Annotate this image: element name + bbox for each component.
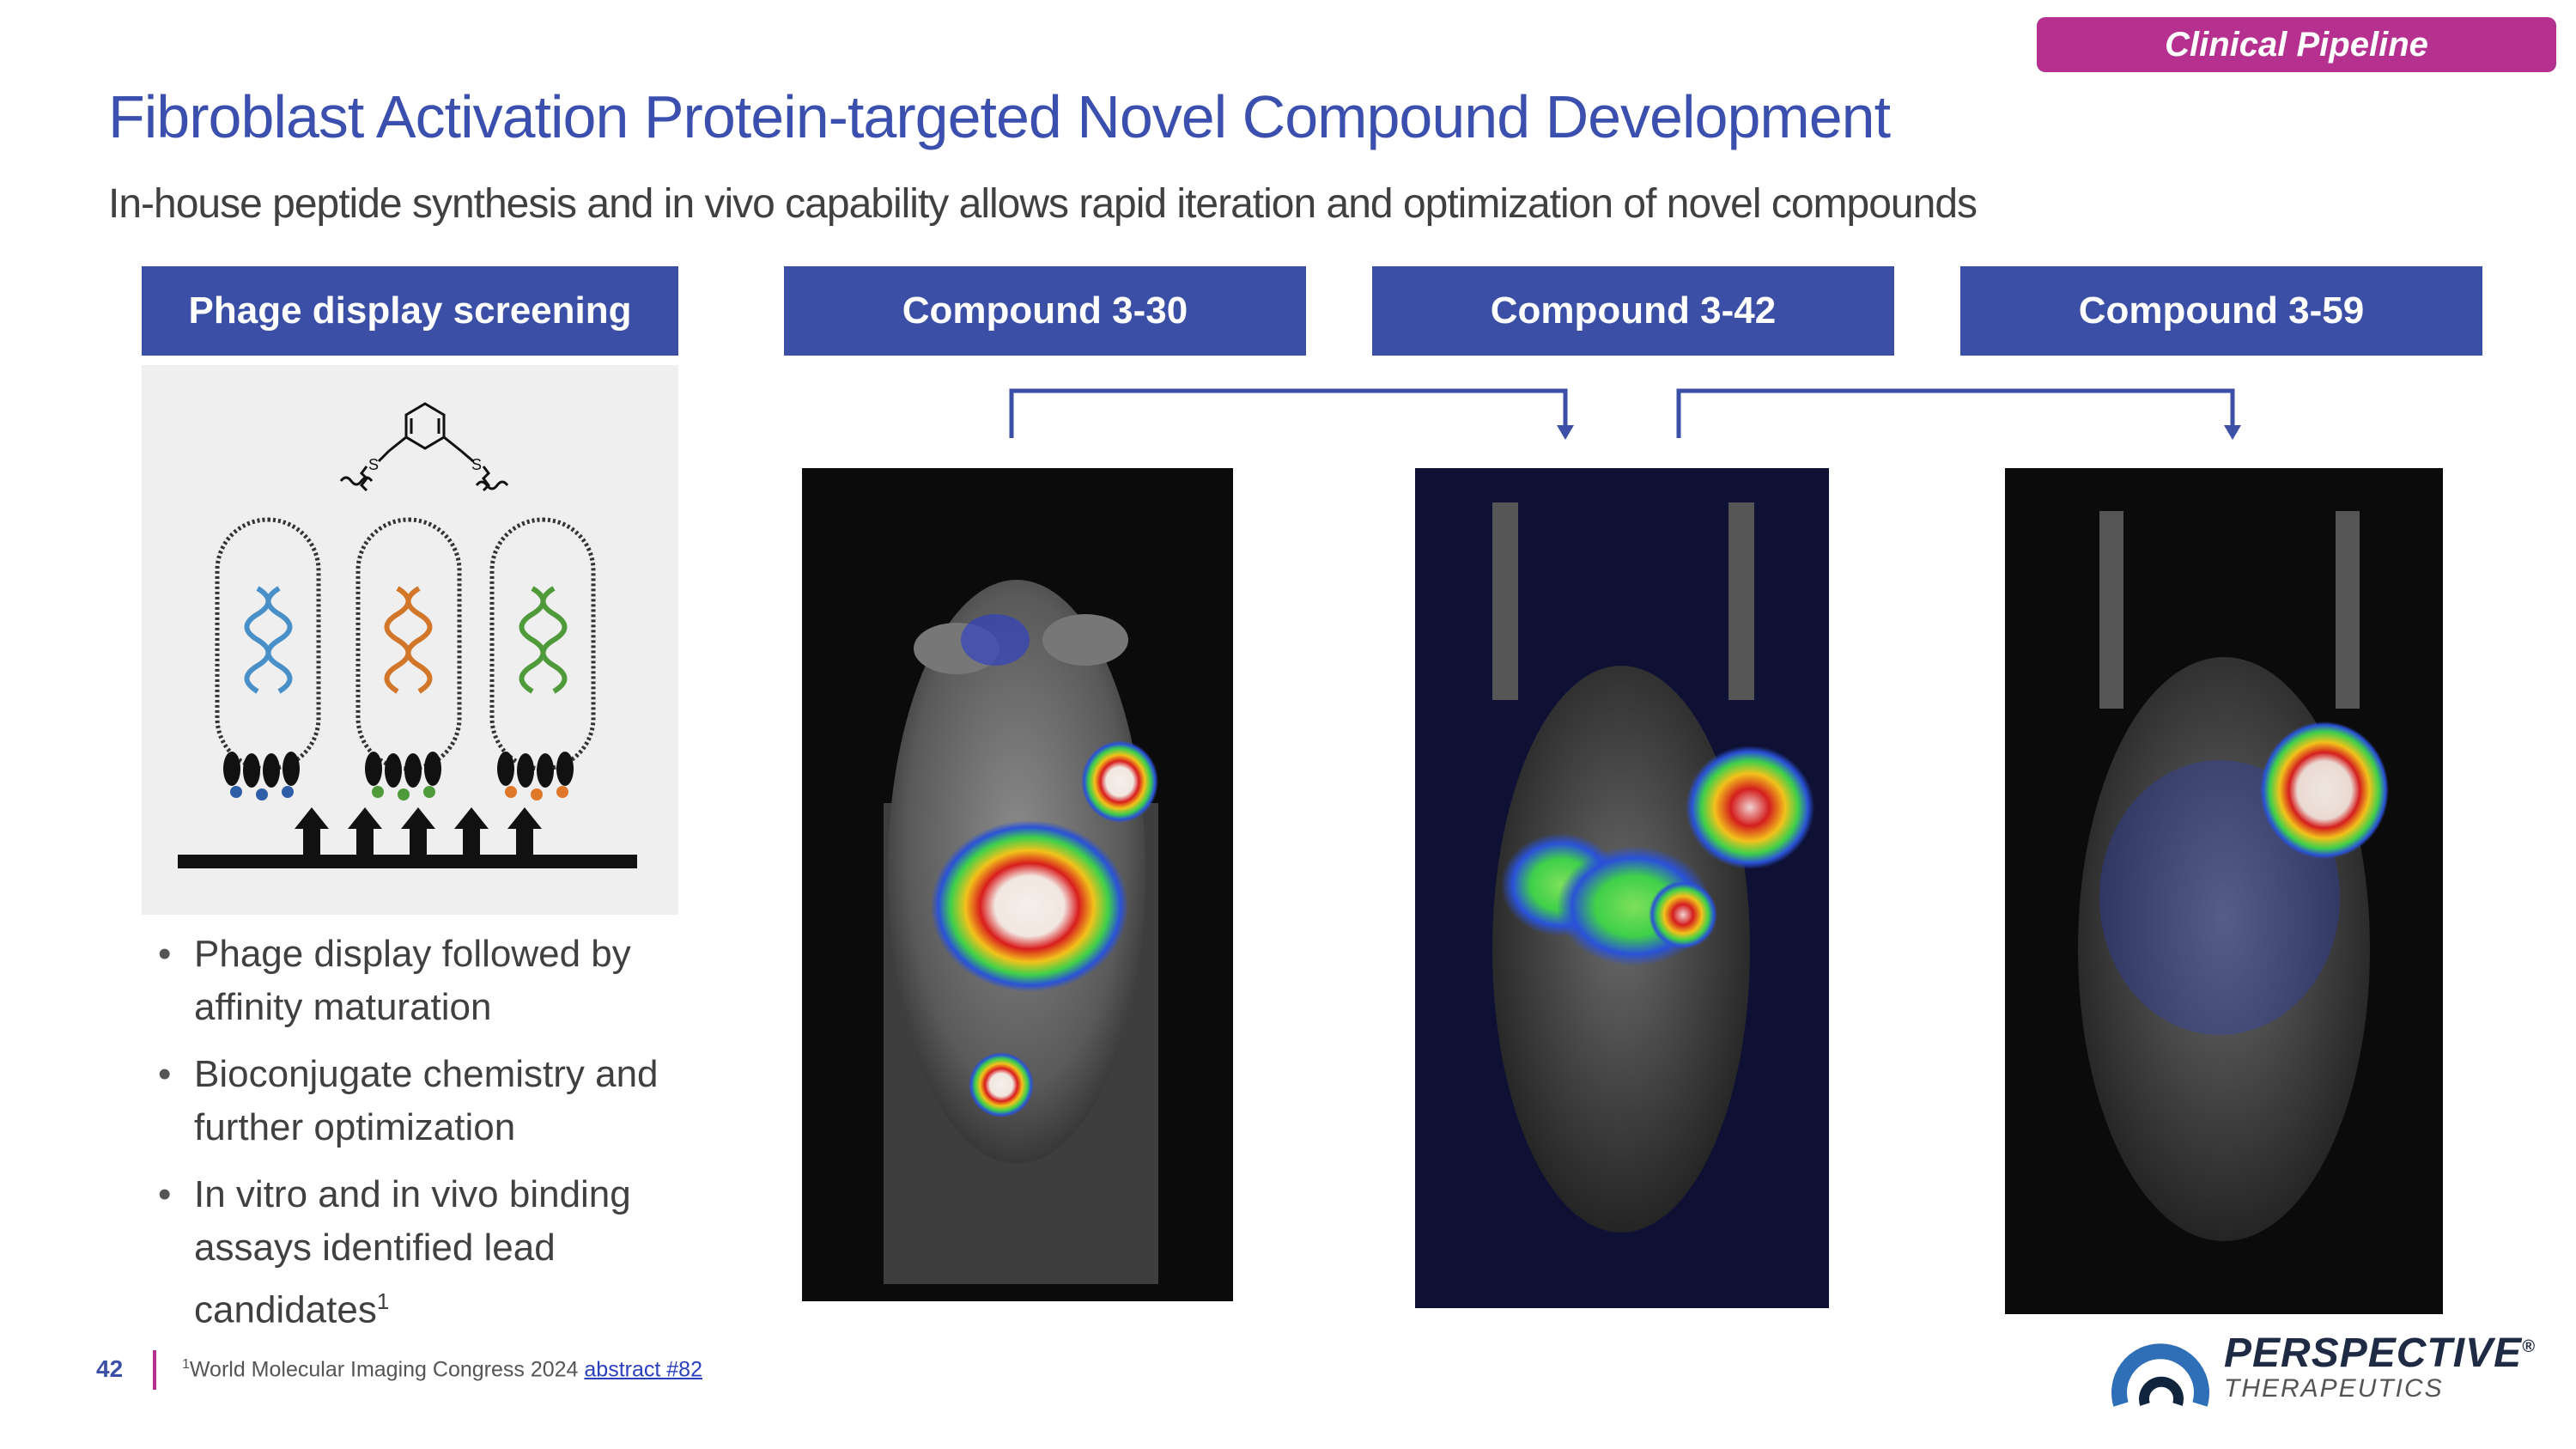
scan-image-compound-3-59 <box>2005 468 2443 1314</box>
bullet-item: Phage display followed by affinity matur… <box>153 928 702 1034</box>
bullet-item: Bioconjugate chemistry and further optim… <box>153 1048 702 1154</box>
header-compound-3-42: Compound 3-42 <box>1372 266 1894 356</box>
header-compound-3-30: Compound 3-30 <box>784 266 1306 356</box>
page-title: Fibroblast Activation Protein-targeted N… <box>108 83 1891 150</box>
company-logo-name: PERSPECTIVE® <box>2224 1330 2536 1376</box>
svg-text:S: S <box>368 456 379 473</box>
scan-image-compound-3-30 <box>802 468 1233 1301</box>
bullet-item: In vitro and in vivo binding assays iden… <box>153 1168 702 1337</box>
footnote: 1World Molecular Imaging Congress 2024 a… <box>182 1357 702 1382</box>
arrowhead-3-59 <box>2224 425 2241 440</box>
phage-display-illustration: S S <box>142 365 678 915</box>
phage-particle-2 <box>355 517 462 771</box>
bicyclic-linker-structure <box>339 402 509 492</box>
key-points-list: Phage display followed by affinity matur… <box>153 928 702 1351</box>
perspective-logo-mark <box>2111 1343 2209 1407</box>
scan-image-compound-3-42 <box>1415 468 1829 1308</box>
page-number: 42 <box>96 1355 124 1382</box>
footer-divider <box>153 1350 156 1390</box>
abstract-link[interactable]: abstract #82 <box>584 1357 702 1382</box>
clinical-pipeline-badge: Clinical Pipeline <box>2037 17 2556 72</box>
page-subtitle: In-house peptide synthesis and in vivo c… <box>108 181 1978 227</box>
arrowhead-3-42 <box>1557 425 1574 440</box>
arrow-3-30-to-3-42 <box>1009 388 1568 438</box>
header-phage-display: Phage display screening <box>142 266 678 356</box>
arrow-3-42-to-3-59 <box>1676 388 2235 438</box>
company-logo-tagline: THERAPEUTICS <box>2224 1374 2444 1403</box>
target-surface <box>178 855 637 868</box>
phage-particles <box>215 517 596 771</box>
phage-particle-1 <box>215 517 321 771</box>
phage-particle-3 <box>489 517 596 771</box>
header-compound-3-59: Compound 3-59 <box>1960 266 2482 356</box>
binding-arrows <box>295 807 542 855</box>
comparison-arrows <box>1009 388 2241 440</box>
svg-text:S: S <box>471 456 482 473</box>
